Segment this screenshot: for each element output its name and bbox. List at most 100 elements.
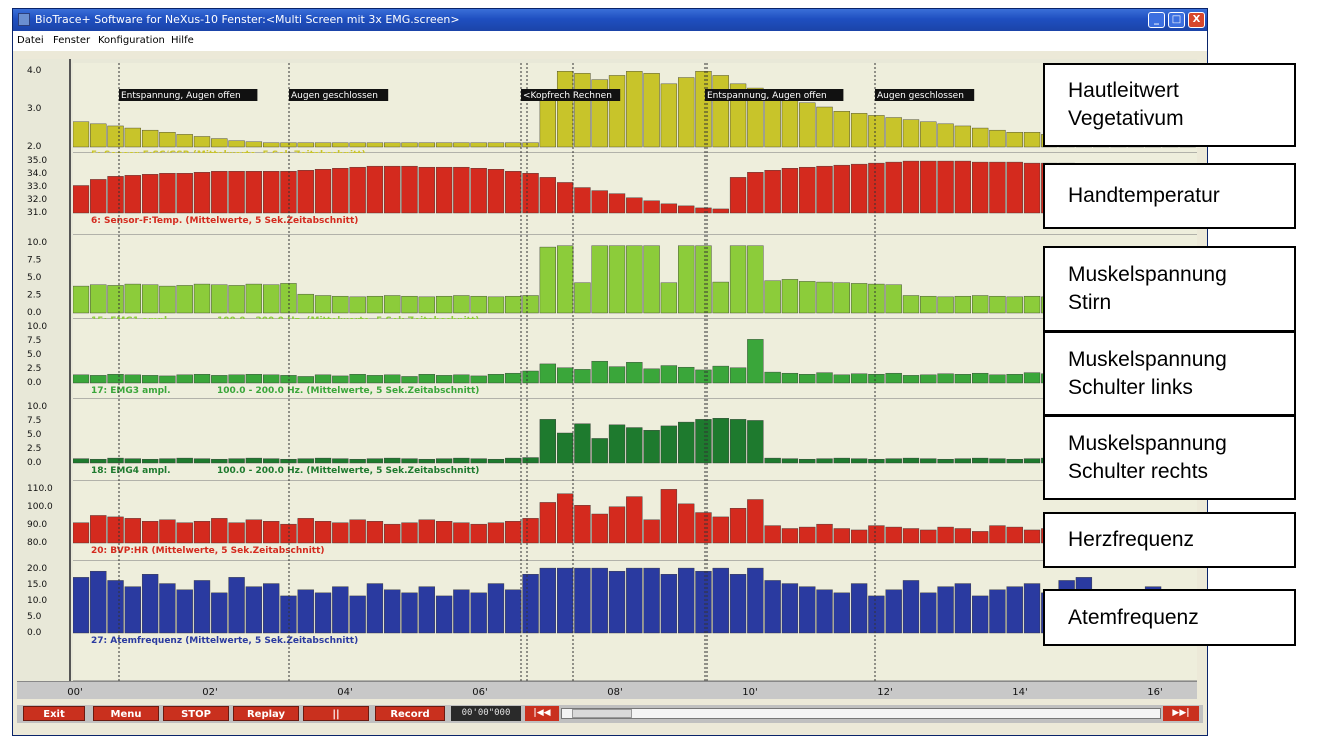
bar-emg1	[332, 295, 349, 314]
bar-emg1	[349, 296, 366, 314]
bar-emg4	[816, 458, 833, 464]
time-tick-label: 16'	[1147, 687, 1162, 698]
timeline-slider-thumb[interactable]	[572, 709, 632, 718]
menu-fenster[interactable]: Fenster	[53, 35, 91, 46]
y-tick-label: 0.0	[27, 628, 42, 638]
bar-emg1	[902, 295, 920, 314]
title-bar[interactable]: BioTrace+ Software for NeXus-10 Fenster:…	[13, 9, 1207, 31]
y-tick-label: 5.0	[27, 430, 42, 440]
bar-hr	[245, 519, 263, 544]
annotation-text: Entspannung, Augen offen	[707, 91, 827, 101]
replay-button[interactable]: Replay	[233, 706, 299, 721]
bar-emg1	[401, 295, 418, 314]
bar-emg1	[643, 245, 660, 314]
channel-label: 17: EMG3 ampl.	[91, 386, 171, 396]
y-tick-label: 2.0	[27, 142, 42, 152]
bar-hr	[608, 506, 626, 544]
bar-emg3	[868, 374, 885, 384]
bar-emg3	[176, 374, 193, 384]
chart-hr: 20: BVP:HR (Mittelwerte, 5 Sek.Zeitabsch…	[72, 481, 1197, 562]
bar-scr	[435, 142, 453, 148]
jump-start-button[interactable]: |◀◀	[525, 706, 559, 721]
timeline-slider[interactable]	[561, 708, 1161, 719]
bar-scr	[643, 73, 660, 148]
bar-temp	[1006, 161, 1023, 214]
bar-emg3	[816, 372, 833, 384]
bar-emg1	[885, 284, 902, 314]
minimize-button[interactable]: _	[1148, 12, 1165, 28]
bar-emg3	[505, 372, 522, 384]
maximize-button[interactable]: □	[1168, 12, 1185, 28]
bar-scr	[989, 129, 1006, 148]
menu-hilfe[interactable]: Hilfe	[171, 35, 194, 46]
bar-emg3	[124, 374, 141, 384]
bar-scr	[816, 106, 833, 148]
bar-emg1	[522, 295, 539, 314]
menu-datei[interactable]: Datei	[17, 35, 44, 46]
bar-emg1	[574, 282, 591, 314]
bar-scr	[712, 75, 729, 148]
legend-box-temp: Handtemperatur	[1043, 163, 1296, 229]
bar-temp	[833, 164, 850, 214]
bar-emg3	[937, 373, 954, 384]
bar-hr	[107, 516, 124, 544]
bar-hr	[660, 489, 678, 544]
bar-emg4	[678, 421, 695, 464]
bar-emg1	[781, 279, 799, 314]
bar-scr	[1023, 132, 1041, 148]
bar-emg4	[885, 458, 902, 464]
bar-temp	[453, 166, 470, 214]
record-button[interactable]: Record	[375, 706, 445, 721]
bar-temp	[522, 173, 539, 214]
bar-temp	[608, 193, 626, 214]
annotation-box	[705, 89, 844, 101]
bar-hr	[556, 493, 574, 544]
legend-line: Hautleitwert	[1068, 79, 1179, 102]
close-button[interactable]: X	[1188, 12, 1205, 28]
bar-resp	[193, 580, 211, 634]
bar-emg1	[868, 283, 885, 314]
time-tick-label: 00'	[67, 687, 82, 698]
bar-hr	[349, 519, 366, 544]
bar-hr	[505, 521, 522, 544]
bar-hr	[695, 512, 712, 544]
bar-temp	[937, 160, 954, 214]
bar-temp	[384, 165, 401, 214]
bar-emg1	[211, 284, 228, 314]
pause-button[interactable]: ||	[303, 706, 369, 721]
stop-button[interactable]: STOP	[163, 706, 229, 721]
legend-box-emg-stirn: Muskelspannung Stirn	[1043, 246, 1296, 332]
plot-area: 5: Sensor-E:SC/GSR (Mittelwerte, 5 Sek.Z…	[72, 59, 1197, 699]
bar-hr	[193, 521, 211, 544]
bar-scr	[418, 142, 435, 148]
bar-emg1	[799, 281, 816, 314]
y-tick-label: 0.0	[27, 308, 42, 318]
bar-emg3	[384, 374, 401, 384]
bar-emg1	[833, 282, 850, 314]
bar-resp	[245, 586, 263, 634]
y-tick-label: 10.0	[27, 238, 47, 248]
bar-resp	[574, 567, 591, 634]
jump-end-button[interactable]: ▶▶|	[1163, 706, 1199, 721]
bar-emg1	[435, 295, 453, 314]
bar-emg4	[332, 458, 349, 464]
bar-emg3	[72, 374, 90, 384]
y-tick-label: 110.0	[27, 484, 53, 494]
menu-button[interactable]: Menu	[93, 706, 159, 721]
y-tick-label: 2.5	[27, 364, 41, 374]
bar-emg4	[280, 458, 297, 464]
y-tick-label: 15.0	[27, 580, 47, 590]
bar-emg4	[176, 457, 193, 464]
record-label: Record	[390, 709, 430, 720]
bar-resp	[401, 592, 418, 634]
bar-emg3	[1023, 372, 1041, 384]
bar-emg1	[297, 293, 314, 314]
time-tick-label: 02'	[202, 687, 217, 698]
bar-emg3	[781, 372, 799, 384]
exit-button[interactable]: Exit	[23, 706, 85, 721]
bar-emg1	[989, 295, 1006, 314]
bar-resp	[228, 577, 245, 634]
bar-emg1	[695, 245, 712, 314]
y-tick-label: 4.0	[27, 66, 42, 76]
menu-konfiguration[interactable]: Konfiguration	[98, 35, 165, 46]
